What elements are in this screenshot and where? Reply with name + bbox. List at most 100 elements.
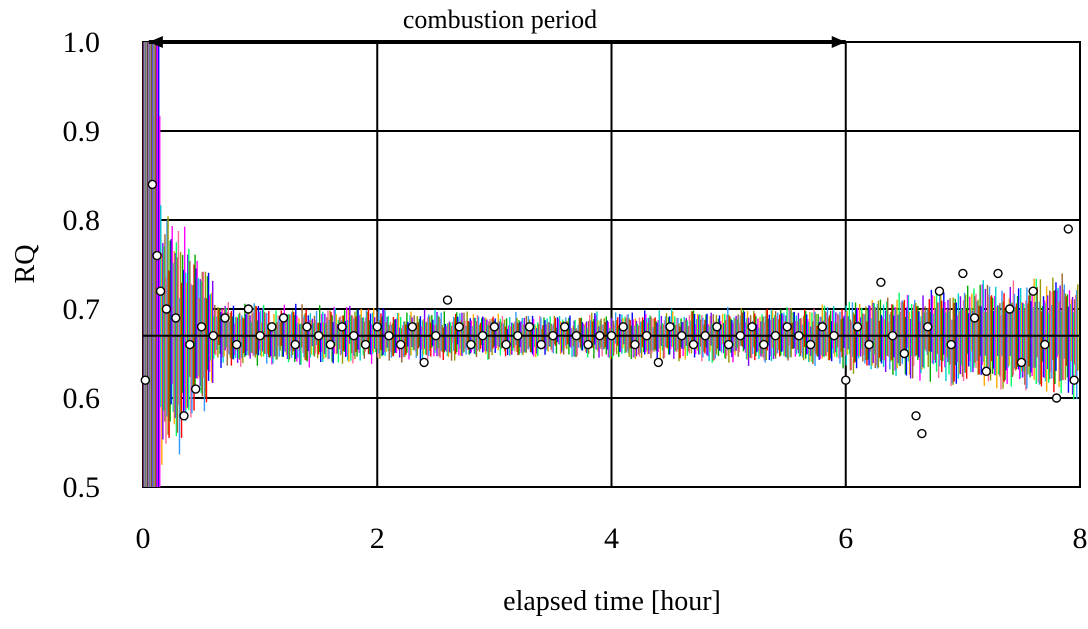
data-point <box>1069 375 1079 385</box>
data-point <box>152 250 162 261</box>
data-point <box>1005 304 1015 314</box>
data-point <box>185 339 195 350</box>
data-point <box>302 322 312 332</box>
data-point <box>231 339 242 350</box>
data-point <box>454 322 464 332</box>
data-point <box>372 322 382 332</box>
data-point <box>191 384 201 394</box>
data-point <box>1028 286 1038 296</box>
y-tick-label: 0.6 <box>63 382 101 415</box>
data-point <box>501 339 511 350</box>
data-point <box>571 331 582 341</box>
data-point <box>817 322 828 332</box>
data-point <box>255 331 265 341</box>
data-point <box>876 277 886 287</box>
data-point <box>147 179 158 190</box>
data-point <box>759 339 769 350</box>
data-point <box>290 339 300 350</box>
data-point <box>431 331 441 341</box>
combustion-period-label: combustion period <box>403 5 597 34</box>
data-point <box>477 331 488 341</box>
arrowhead-right-icon <box>831 36 846 48</box>
data-point <box>349 331 359 341</box>
data-point <box>923 322 933 332</box>
arrowhead-left-icon <box>148 36 163 48</box>
x-tick-label: 8 <box>1073 522 1088 555</box>
data-point <box>618 322 628 332</box>
data-point <box>852 322 863 332</box>
data-point <box>220 313 230 323</box>
data-point <box>595 331 605 341</box>
data-point <box>1016 357 1027 368</box>
data-point <box>407 322 418 332</box>
x-tick-label: 0 <box>136 522 151 555</box>
data-point <box>442 295 453 305</box>
data-point <box>466 339 476 350</box>
data-point <box>161 304 172 314</box>
data-point <box>536 339 546 350</box>
data-point <box>946 339 956 350</box>
data-point <box>1040 339 1050 350</box>
data-point <box>489 322 500 332</box>
data-point <box>653 357 664 368</box>
data-point <box>313 331 324 341</box>
data-point <box>179 411 189 421</box>
data-point <box>524 322 535 332</box>
data-point <box>700 331 710 341</box>
data-point <box>155 286 166 296</box>
data-point <box>747 322 757 332</box>
data-point <box>267 322 277 332</box>
data-point <box>196 322 207 332</box>
data-point <box>993 268 1003 279</box>
y-tick-label: 0.5 <box>63 471 101 504</box>
data-point <box>829 331 839 341</box>
data-point <box>841 375 851 385</box>
data-point <box>1051 393 1062 403</box>
data-point <box>723 339 734 350</box>
data-point <box>911 411 921 421</box>
data-point <box>782 322 792 332</box>
x-tick-label: 2 <box>370 522 385 555</box>
data-point <box>583 339 593 350</box>
data-point <box>419 357 429 368</box>
data-point <box>243 304 254 314</box>
data-point <box>735 331 746 341</box>
data-point <box>805 339 816 350</box>
data-point <box>559 322 570 332</box>
data-point <box>958 268 968 279</box>
y-tick-label: 0.9 <box>63 115 101 148</box>
x-axis-label: elapsed time [hour] <box>503 586 721 617</box>
y-axis-label: RQ <box>10 245 41 284</box>
data-point <box>917 428 927 439</box>
data-point <box>981 366 991 376</box>
data-point <box>325 339 336 350</box>
data-point <box>337 322 347 332</box>
data-point <box>140 375 151 385</box>
data-point <box>794 331 804 341</box>
data-point <box>1063 224 1073 234</box>
data-point <box>208 331 218 341</box>
x-tick-label: 4 <box>604 522 619 555</box>
data-point <box>548 331 558 341</box>
data-point <box>677 331 687 341</box>
data-point <box>934 286 945 296</box>
data-point <box>171 313 181 323</box>
data-point <box>513 331 523 341</box>
data-point <box>969 313 980 323</box>
data-point <box>278 313 289 323</box>
data-point <box>688 339 699 350</box>
data-point <box>360 339 371 350</box>
data-point <box>899 348 910 359</box>
data-point <box>641 331 652 341</box>
data-point <box>630 339 640 350</box>
data-point <box>665 322 675 332</box>
data-point <box>384 331 394 341</box>
data-point <box>395 339 406 350</box>
data-point <box>887 331 898 341</box>
data-point <box>770 331 781 341</box>
y-tick-label: 1.0 <box>63 26 101 59</box>
y-tick-label: 0.8 <box>63 204 101 237</box>
data-point <box>606 331 617 341</box>
